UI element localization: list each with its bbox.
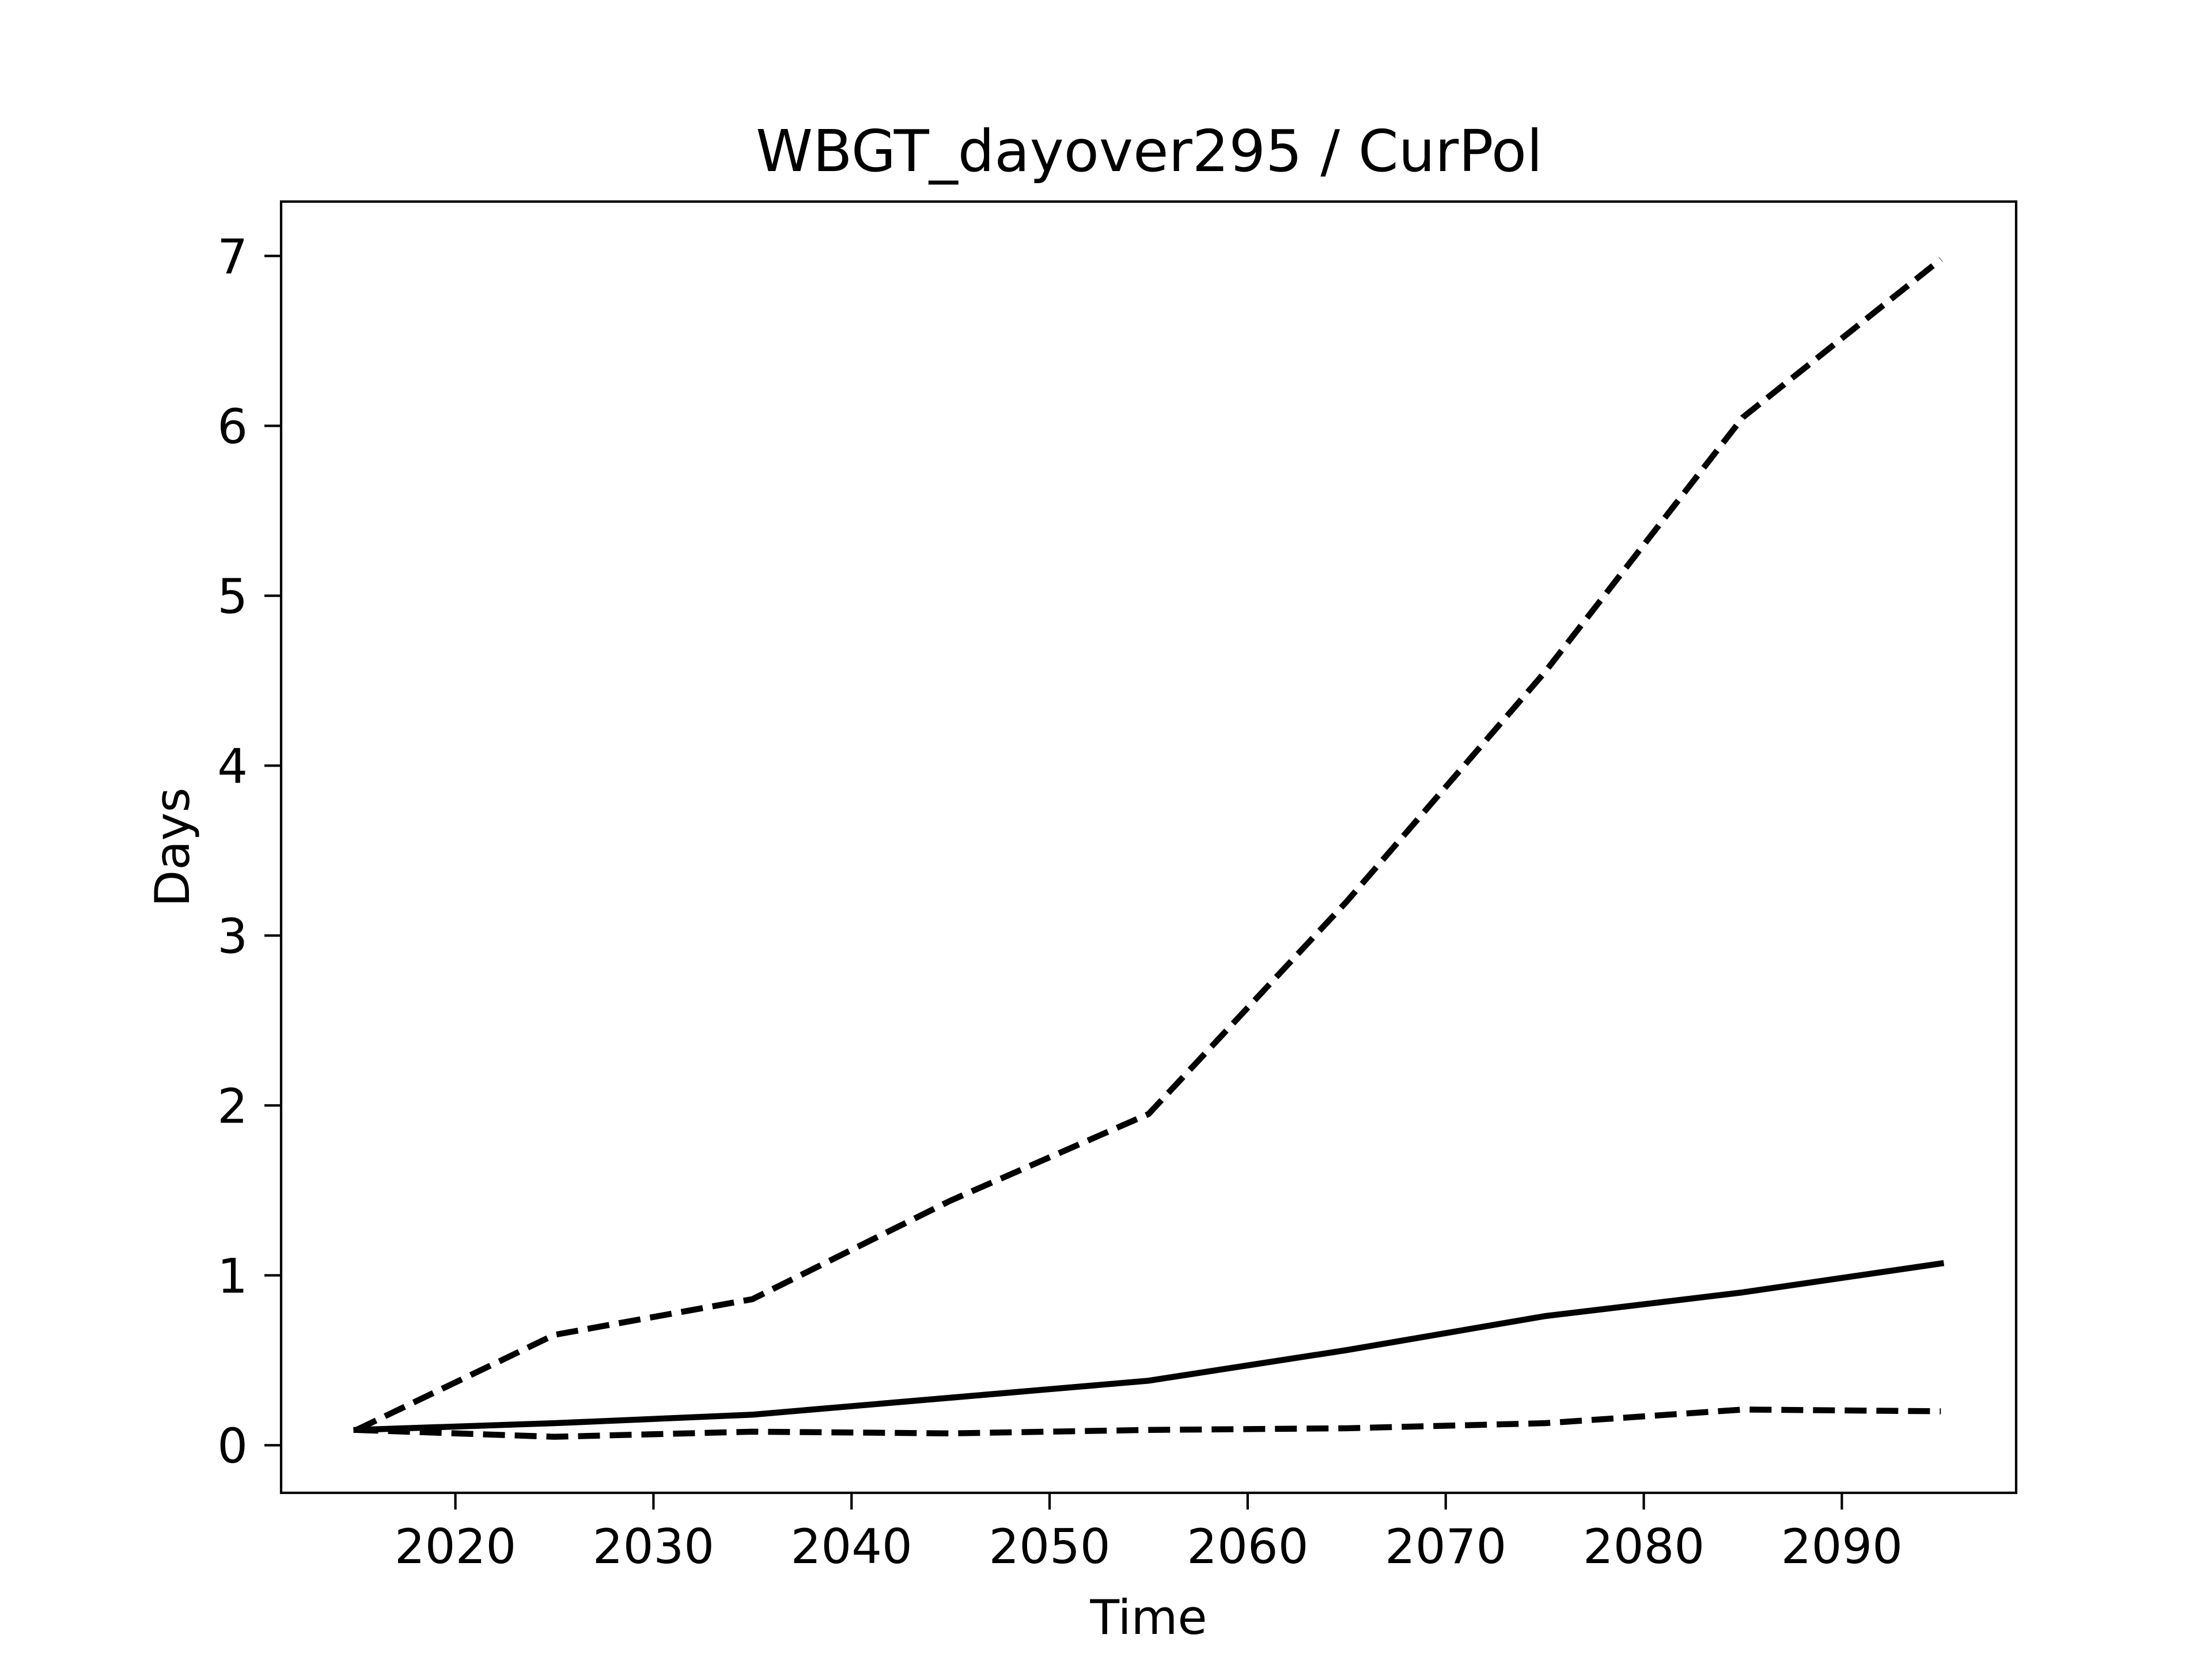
y-tick-label: 0 bbox=[217, 1418, 248, 1474]
y-tick-label: 7 bbox=[217, 229, 248, 285]
y-axis-label: Days bbox=[145, 787, 200, 907]
y-tick-label: 1 bbox=[217, 1248, 248, 1304]
x-tick-label: 2040 bbox=[791, 1519, 912, 1575]
y-tick-label: 2 bbox=[217, 1078, 248, 1134]
dashed-series-line-3 bbox=[356, 1406, 1941, 1440]
chart-title: WBGT_dayover295 / CurPol bbox=[756, 117, 1543, 185]
x-tick-label: 2050 bbox=[988, 1519, 1110, 1575]
x-tick-label: 2020 bbox=[395, 1519, 516, 1575]
y-tick-label: 3 bbox=[217, 908, 248, 964]
y-tick-label: 6 bbox=[217, 399, 248, 454]
y-tick-label: 4 bbox=[217, 738, 248, 794]
x-tick-label: 2060 bbox=[1187, 1519, 1308, 1575]
x-tick-label: 2090 bbox=[1781, 1519, 1903, 1575]
y-tick-label: 5 bbox=[217, 568, 248, 624]
plot-frame bbox=[279, 200, 2018, 1495]
dashed-series-line-1 bbox=[355, 257, 1943, 1433]
x-tick-label: 2030 bbox=[593, 1519, 714, 1575]
x-tick-label: 2080 bbox=[1583, 1519, 1705, 1575]
axis-ticks: 2020 2030 2040 2050 2060 2070 2080 2090 0 1 2 3 4 5 6 7 bbox=[217, 229, 1903, 1575]
solid-series-line-2 bbox=[353, 1260, 1945, 1434]
plot-area bbox=[353, 257, 1945, 1440]
x-axis-label: Time bbox=[1089, 1590, 1207, 1645]
x-tick-label: 2070 bbox=[1385, 1519, 1506, 1575]
